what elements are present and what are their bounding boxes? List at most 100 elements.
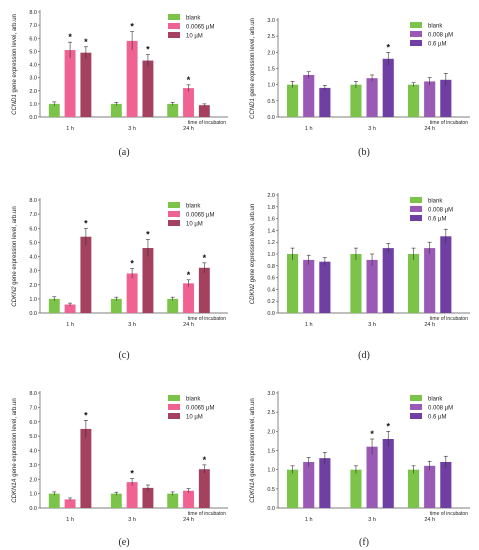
significance-star: *: [130, 22, 134, 32]
y-tick-label: 2.0: [267, 429, 275, 435]
panel-b: 0.0 0.5 1.0 1.5 2.0 2.5 3.0 CCND1 gene expressi…: [250, 18, 470, 158]
x-tick-label: 1 h: [66, 322, 74, 328]
bar: [407, 84, 420, 117]
bar: [407, 469, 420, 508]
bar: [126, 482, 138, 508]
legend-swatch: [410, 395, 422, 401]
y-axis-gene-name: CDKN2: [12, 286, 18, 307]
bar: [126, 273, 138, 313]
y-tick-label: 6.0: [29, 420, 37, 426]
legend-label: 0.0065 µM: [186, 25, 214, 31]
legend-swatch: [410, 31, 422, 37]
legend-label: 0.008 µM: [428, 406, 453, 412]
legend-swatch: [410, 197, 422, 203]
bar: [142, 248, 154, 313]
y-axis-gene-name: CDKN1A: [12, 478, 18, 502]
bar: [198, 469, 210, 508]
x-tick-label: 3 h: [128, 322, 136, 328]
y-tick-label: 8.0: [29, 10, 37, 16]
legend-label: 10 µM: [186, 34, 203, 40]
y-tick-label: 0.4: [267, 287, 275, 293]
bar: [350, 469, 362, 508]
panel-caption: (c): [118, 350, 129, 361]
y-tick-label: 1.5: [267, 449, 275, 455]
bar: [319, 261, 331, 313]
x-tick-label: 3 h: [128, 517, 136, 523]
x-tick-label: 1 h: [66, 517, 74, 523]
legend-swatch: [168, 413, 180, 419]
bar: [198, 105, 210, 117]
bar: [110, 298, 122, 313]
y-tick-label: 6.0: [29, 226, 37, 232]
y-axis-label-text: gene expression level, arb.un: [250, 398, 256, 478]
panel-caption: (b): [358, 147, 370, 158]
y-tick-label: 7.0: [29, 212, 37, 218]
y-tick-label: 2.0: [29, 89, 37, 95]
y-tick-label: 3.0: [29, 269, 37, 275]
y-tick-label: 8.0: [29, 391, 37, 397]
panel-e: 0.0 1.0 2.0 3.0 4.0 5.0 6.0 7.0 8.0 CDKN1A gene e…: [12, 391, 228, 548]
y-axis-label: CDKN2 gene expression level, arb.un: [250, 204, 256, 304]
bar: [287, 84, 299, 117]
y-axis-label-text: gene expression level, arb.un: [250, 204, 256, 284]
bar: [440, 79, 452, 117]
bar: [303, 462, 315, 508]
bar: [110, 493, 122, 508]
legend-label: blank: [186, 204, 201, 210]
bar: [424, 248, 436, 313]
bar: [319, 87, 331, 117]
x-tick-label: 24 h: [183, 517, 194, 523]
y-tick-label: 1.5: [267, 67, 275, 73]
bar: [382, 248, 394, 313]
x-axis-note: time of incubaton: [188, 316, 226, 322]
y-tick-label: 0.0: [29, 506, 37, 512]
legend-label: blank: [186, 397, 201, 403]
legend-swatch: [410, 206, 422, 212]
bar: [303, 259, 315, 313]
x-tick-label: 3 h: [368, 517, 376, 523]
y-tick-label: 2.0: [267, 193, 275, 199]
significance-star: *: [130, 469, 134, 479]
bar: [350, 84, 362, 117]
y-axis-label: CCND1 gene expression level, arb.un: [250, 18, 256, 119]
y-tick-label: 1.0: [29, 102, 37, 108]
significance-star: *: [130, 259, 134, 269]
legend-swatch: [168, 14, 180, 20]
bar: [366, 259, 378, 313]
bar: [382, 58, 394, 117]
y-tick-label: 0.0: [267, 506, 275, 512]
panel-f: 0.0 0.5 1.0 1.5 2.0 2.5 3.0 CDKN1A gene express…: [250, 391, 470, 548]
x-axis-note: time of incubaton: [430, 120, 468, 126]
legend-label: 10 µM: [186, 415, 203, 421]
y-tick-label: 3.0: [29, 463, 37, 469]
legend-label: 0.6 µM: [428, 42, 446, 48]
bar: [198, 267, 210, 313]
x-tick-label: 24 h: [424, 517, 435, 523]
significance-star: *: [146, 230, 150, 240]
y-tick-label: 0.5: [267, 99, 275, 105]
significance-star: *: [68, 32, 72, 42]
bar: [424, 81, 436, 117]
bar: [167, 103, 179, 117]
y-axis-label-text: gene expression level, arb.un: [12, 14, 18, 94]
y-axis-label: CDKN1A gene expression level, arb.un: [250, 398, 256, 502]
y-tick-label: 0.5: [267, 487, 275, 493]
legend-label: blank: [428, 397, 443, 403]
legend-swatch: [168, 211, 180, 217]
bar: [80, 428, 92, 508]
y-tick-label: 3.0: [29, 76, 37, 82]
y-tick-label: 4.0: [29, 449, 37, 455]
y-axis-gene-name: CCND1: [250, 98, 256, 119]
panel-caption: (d): [358, 350, 370, 361]
x-axis-note: time of incubaton: [430, 316, 468, 322]
bar: [287, 254, 299, 313]
legend-swatch: [168, 220, 180, 226]
y-tick-label: 1.8: [267, 205, 275, 211]
legend-swatch: [410, 215, 422, 221]
y-tick-label: 8.0: [29, 198, 37, 204]
legend-label: blank: [428, 24, 443, 30]
bar: [183, 490, 194, 508]
y-tick-label: 1.4: [267, 228, 275, 234]
x-tick-label: 3 h: [368, 126, 376, 132]
